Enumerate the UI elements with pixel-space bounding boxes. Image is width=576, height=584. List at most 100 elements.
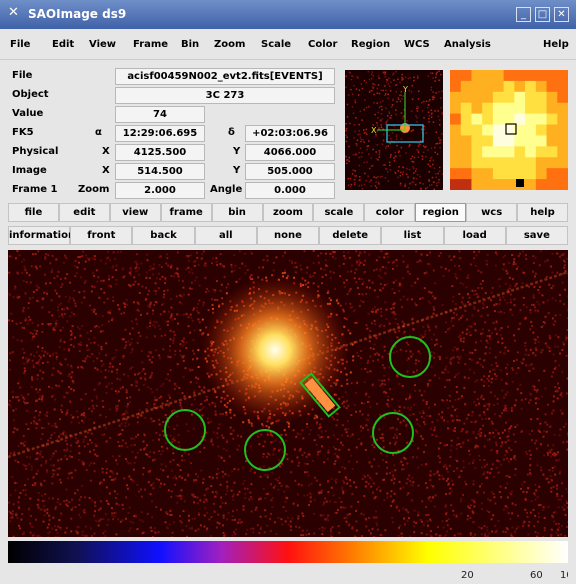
noise xyxy=(393,282,395,284)
noise xyxy=(459,475,461,477)
menu-item[interactable]: Region xyxy=(351,32,390,58)
menu-item[interactable]: Color xyxy=(308,32,337,58)
noise xyxy=(548,481,550,483)
noise xyxy=(364,476,366,478)
noise xyxy=(462,332,464,334)
button[interactable]: list xyxy=(381,226,443,245)
button[interactable]: frame xyxy=(161,203,212,222)
button[interactable]: zoom xyxy=(263,203,314,222)
mag-pixel xyxy=(461,135,472,146)
mag-pixel xyxy=(525,125,536,136)
noise xyxy=(460,282,462,284)
noise xyxy=(166,447,168,449)
noise xyxy=(400,421,402,423)
noise xyxy=(237,449,239,451)
menu-item[interactable]: Zoom xyxy=(214,32,245,58)
noise xyxy=(37,470,39,472)
noise xyxy=(361,513,363,515)
noise xyxy=(17,382,19,384)
noise xyxy=(413,168,415,170)
noise xyxy=(496,365,498,367)
button[interactable]: back xyxy=(132,226,194,245)
menu-item[interactable]: Analysis xyxy=(444,32,491,58)
button[interactable]: edit xyxy=(59,203,110,222)
noise xyxy=(384,95,386,97)
noise xyxy=(331,478,333,480)
button[interactable]: save xyxy=(506,226,568,245)
button[interactable]: none xyxy=(257,226,319,245)
noise xyxy=(426,487,428,489)
noise xyxy=(172,452,174,454)
noise xyxy=(57,498,59,500)
button[interactable]: load xyxy=(444,226,506,245)
menu-item[interactable]: Help xyxy=(543,32,569,58)
info-field: 4066.000 xyxy=(245,144,335,161)
noise xyxy=(475,404,477,406)
menu-item[interactable]: View xyxy=(89,32,116,58)
button[interactable]: bin xyxy=(212,203,263,222)
noise xyxy=(512,369,514,371)
noise xyxy=(483,375,485,377)
noise xyxy=(494,310,496,312)
button[interactable]: delete xyxy=(319,226,381,245)
noise xyxy=(407,176,409,178)
button[interactable]: information xyxy=(8,226,70,245)
close-button[interactable]: ✕ xyxy=(554,7,569,22)
button[interactable]: wcs xyxy=(466,203,517,222)
menu-item[interactable]: File xyxy=(10,32,30,58)
button[interactable]: scale xyxy=(313,203,364,222)
menu-item[interactable]: Bin xyxy=(181,32,199,58)
noise xyxy=(389,323,391,325)
button[interactable]: all xyxy=(195,226,257,245)
noise xyxy=(350,270,352,272)
menu-item[interactable]: Edit xyxy=(52,32,74,58)
noise xyxy=(347,428,349,430)
menu-item[interactable]: Scale xyxy=(261,32,291,58)
noise xyxy=(415,250,417,252)
noise xyxy=(21,513,23,515)
noise xyxy=(45,462,47,464)
button[interactable]: front xyxy=(70,226,132,245)
noise xyxy=(367,474,369,476)
noise xyxy=(40,483,42,485)
maximize-button[interactable]: □ xyxy=(535,7,550,22)
image-frame[interactable] xyxy=(8,250,568,537)
mag-pixel xyxy=(525,179,536,190)
noise xyxy=(27,393,29,395)
button[interactable]: color xyxy=(364,203,415,222)
noise xyxy=(347,252,349,254)
noise xyxy=(517,424,519,426)
noise xyxy=(384,284,386,286)
noise xyxy=(447,407,449,409)
noise xyxy=(517,367,519,369)
minimize-button[interactable]: _ xyxy=(516,7,531,22)
noise xyxy=(43,355,45,357)
noise xyxy=(106,392,108,394)
noise xyxy=(351,184,353,186)
button[interactable]: view xyxy=(110,203,161,222)
noise xyxy=(333,434,335,436)
noise xyxy=(525,364,527,366)
noise xyxy=(164,277,166,279)
noise xyxy=(321,527,323,529)
colorbar-label: 100 xyxy=(560,570,568,581)
noise xyxy=(290,529,292,531)
mag-pixel xyxy=(461,146,472,157)
noise xyxy=(233,468,235,470)
noise xyxy=(73,346,75,348)
menu-item[interactable]: WCS xyxy=(404,32,430,58)
button[interactable]: help xyxy=(517,203,568,222)
noise xyxy=(511,410,513,412)
noise xyxy=(387,256,389,258)
noise xyxy=(351,265,353,267)
window-icon[interactable]: ✕ xyxy=(8,6,22,20)
noise xyxy=(229,455,231,457)
noise xyxy=(420,144,422,146)
menu-item[interactable]: Frame xyxy=(133,32,168,58)
noise xyxy=(378,428,380,430)
button[interactable]: region xyxy=(415,203,466,222)
button[interactable]: file xyxy=(8,203,59,222)
noise xyxy=(381,90,383,92)
noise xyxy=(82,510,84,512)
noise xyxy=(323,461,325,463)
